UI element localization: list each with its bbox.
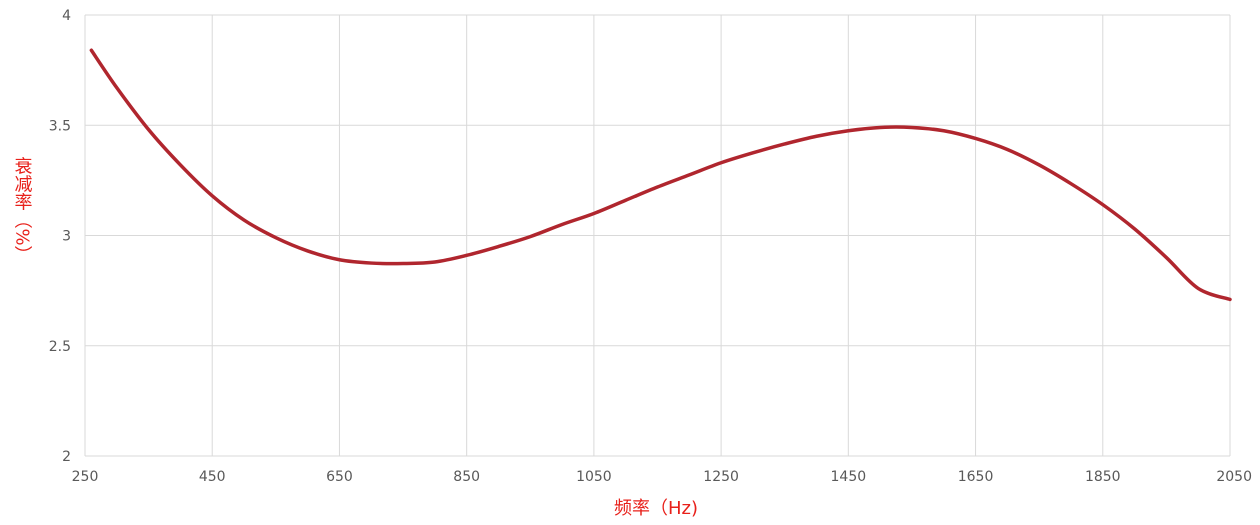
x-tick-label: 250 bbox=[72, 469, 99, 485]
x-tick-label: 1050 bbox=[576, 469, 612, 485]
x-tick-label: 850 bbox=[453, 469, 480, 485]
x-tick-label: 650 bbox=[326, 469, 353, 485]
x-tick-label: 1450 bbox=[831, 469, 867, 485]
grid bbox=[84, 14, 1231, 457]
x-tick-label: 1650 bbox=[958, 469, 994, 485]
x-tick-label: 1250 bbox=[703, 469, 739, 485]
y-tick-label: 2 bbox=[62, 449, 71, 465]
series-line bbox=[89, 48, 1232, 302]
x-tick-label: 1850 bbox=[1085, 469, 1121, 485]
x-tick-labels: 250 450 650 850 1050 1250 1450 1650 1850 2050 bbox=[72, 469, 1252, 485]
y-tick-label: 2.5 bbox=[49, 339, 71, 355]
y-tick-label: 3.5 bbox=[49, 118, 71, 134]
x-tick-label: 450 bbox=[199, 469, 226, 485]
y-tick-label: 4 bbox=[62, 8, 71, 24]
y-axis-title: 衰减率（%） bbox=[12, 156, 33, 263]
x-tick-label: 2050 bbox=[1216, 469, 1252, 485]
y-tick-labels: 4 3.5 3 2.5 2 bbox=[49, 8, 71, 465]
y-tick-label: 3 bbox=[62, 229, 71, 245]
x-axis-title: 频率（Hz) bbox=[614, 498, 698, 519]
